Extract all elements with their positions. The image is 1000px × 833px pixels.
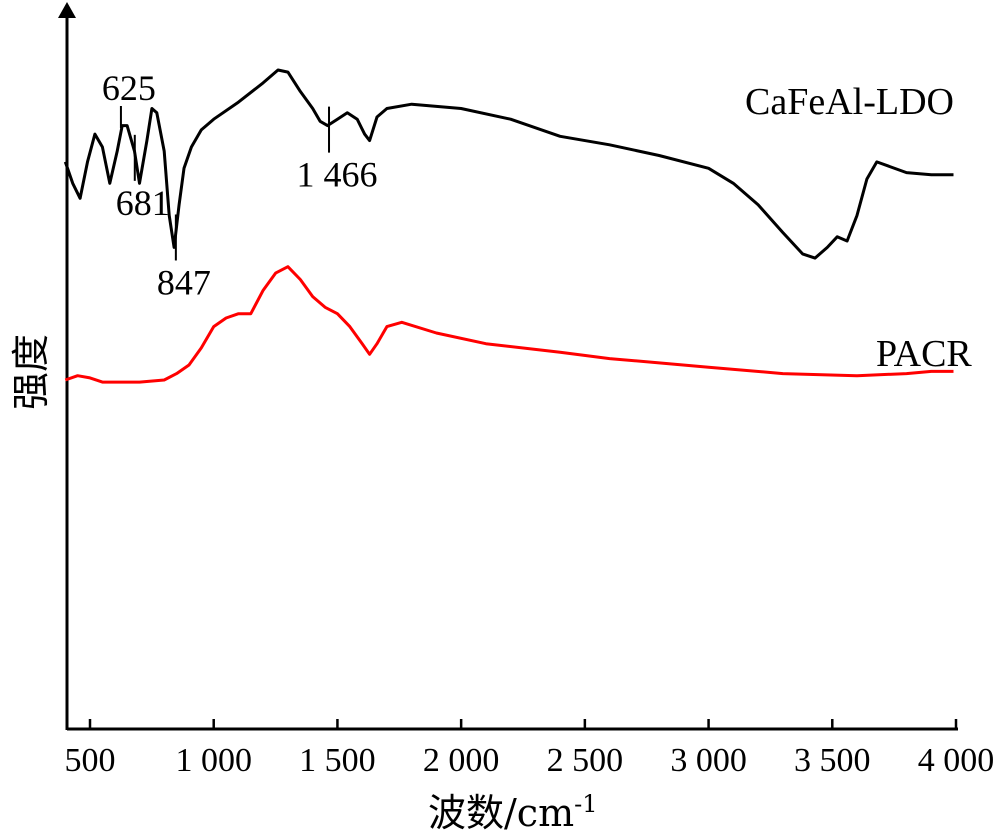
x-tick-label: 3 000	[670, 742, 747, 779]
x-tick-label: 500	[65, 742, 116, 779]
x-axis-title-superscript: -1	[574, 790, 597, 818]
series-label-pacr: PACR	[876, 333, 972, 375]
x-tick-label: 1 000	[175, 742, 252, 779]
series-line-pacr	[64, 265, 954, 384]
peak-label: 681	[116, 183, 170, 223]
series-line-cafeal-ldo	[63, 68, 954, 260]
series-label-cafeal-ldo: CaFeAl-LDO	[745, 81, 954, 123]
x-tick-label: 2 500	[547, 742, 624, 779]
x-tick-label: 1 500	[299, 742, 376, 779]
x-axis-title: 波数/cm-1	[428, 790, 598, 833]
x-tick-label: 3 500	[794, 742, 871, 779]
x-tick-label: 2 000	[423, 742, 500, 779]
series-group	[63, 68, 954, 384]
y-axis-arrow	[58, 2, 76, 18]
peak-label: 1 466	[297, 155, 378, 195]
y-axis-title: 强度	[9, 334, 53, 410]
peak-label: 847	[157, 262, 211, 302]
x-tick-label: 4 000	[918, 742, 995, 779]
peak-label: 625	[102, 68, 156, 108]
x-ticks: 500 1 000 1 500 2 000 2 500 3 000 3 500 4 000	[65, 719, 995, 779]
annotations: 625 681 847 1 466	[102, 68, 378, 302]
